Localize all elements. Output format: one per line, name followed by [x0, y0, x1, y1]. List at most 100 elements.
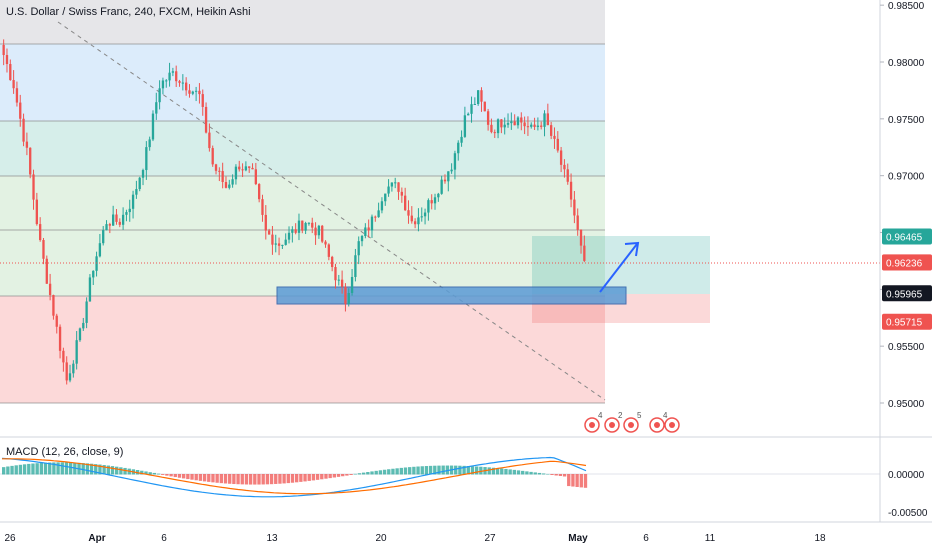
candle-body	[118, 221, 121, 225]
candle-body	[324, 241, 327, 245]
time-tick-label: 20	[375, 533, 387, 544]
macd-histogram-bar	[274, 474, 278, 484]
macd-histogram-bar	[261, 474, 265, 485]
candle-body	[211, 148, 214, 165]
macd-histogram-bar	[85, 463, 90, 475]
candle-body	[397, 182, 400, 192]
candle-body	[188, 90, 191, 94]
candle-body	[105, 224, 108, 231]
candle-body	[403, 195, 407, 211]
candle-body	[530, 124, 533, 127]
candle-body	[78, 328, 82, 341]
macd-histogram-bar	[579, 474, 583, 488]
fib-band	[0, 121, 605, 176]
macd-histogram-bar	[525, 471, 529, 475]
macd-histogram-bar	[236, 474, 240, 485]
macd-histogram-bar	[68, 462, 73, 475]
candle-body	[579, 229, 583, 246]
candle-body	[357, 241, 360, 256]
candle-body	[407, 210, 410, 216]
candle-body	[433, 197, 437, 204]
candle-body	[165, 80, 168, 82]
macd-histogram-bar	[31, 463, 35, 475]
macd-histogram-bar	[567, 474, 571, 487]
event-flag-dot	[654, 422, 660, 428]
macd-histogram-bar	[533, 472, 537, 475]
candle-body	[9, 64, 12, 81]
candle-body	[184, 82, 188, 91]
candle-body	[171, 71, 175, 73]
candle-body	[175, 71, 178, 82]
macd-histogram-bar	[286, 474, 290, 484]
time-tick-label: 13	[266, 533, 278, 544]
macd-histogram-bar	[320, 474, 324, 480]
price-marker-badge	[882, 285, 932, 302]
macd-histogram-bar	[516, 470, 521, 475]
candle-body	[340, 279, 344, 287]
candle-body	[533, 124, 536, 127]
macd-histogram-bar	[491, 467, 496, 475]
candle-body	[25, 141, 29, 148]
candle-body	[321, 225, 324, 242]
time-tick-label: Apr	[88, 533, 105, 544]
candle-body	[29, 147, 32, 175]
candle-body	[540, 125, 543, 127]
candle-body	[490, 124, 493, 133]
candle-body	[384, 193, 387, 202]
candle-body	[569, 181, 573, 200]
macd-histogram-bar	[22, 464, 27, 475]
candle-body	[271, 234, 274, 245]
macd-histogram-bar	[311, 474, 316, 481]
macd-histogram-bar	[202, 474, 207, 482]
macd-histogram-bar	[474, 466, 479, 475]
macd-histogram-bar	[265, 474, 270, 485]
macd-histogram-bar	[395, 468, 399, 475]
candle-body	[573, 199, 576, 216]
price-marker-label: 0.95965	[886, 289, 923, 300]
candle-body	[520, 117, 523, 123]
macd-histogram-bar	[232, 474, 236, 485]
macd-histogram-bar	[378, 470, 383, 475]
macd-histogram-bar	[366, 472, 370, 475]
axis-corner	[882, 524, 922, 550]
candle-body	[496, 119, 500, 134]
macd-histogram-bar	[181, 474, 186, 479]
macd-histogram-bar	[295, 474, 299, 483]
macd-histogram-bar	[529, 471, 533, 475]
candle-body	[583, 245, 586, 261]
macd-histogram-bar	[248, 474, 253, 485]
macd-histogram-bar	[433, 465, 437, 475]
price-tick-label: 0.98000	[888, 58, 925, 69]
macd-histogram-bar	[512, 469, 517, 475]
candle-body	[115, 214, 118, 222]
candle-body	[493, 132, 496, 134]
candle-body	[417, 217, 420, 225]
candle-body	[181, 82, 185, 84]
candle-body	[38, 224, 42, 241]
time-tick-label: 18	[814, 533, 826, 544]
macd-histogram-bar	[466, 466, 470, 475]
macd-line	[1, 456, 587, 498]
candle-body	[201, 94, 204, 107]
candle-body	[400, 191, 404, 196]
macd-histogram-bar	[89, 463, 94, 475]
candle-body	[476, 90, 480, 104]
event-flag-dot	[628, 422, 634, 428]
candle-body	[453, 153, 457, 170]
macd-histogram-bar	[315, 474, 320, 480]
candle-body	[125, 212, 128, 215]
macd-histogram-bar	[98, 464, 102, 475]
event-flag-dot	[589, 422, 595, 428]
macd-histogram-bar	[223, 474, 228, 484]
price-tick-label: 0.95500	[888, 342, 925, 353]
macd-histogram-bar	[282, 474, 286, 484]
macd-tick-label: 0.00000	[888, 470, 925, 481]
macd-histogram-bar	[387, 469, 391, 475]
candle-body	[141, 170, 145, 178]
macd-histogram-bar	[115, 466, 119, 475]
candle-body	[291, 229, 294, 233]
candle-body	[214, 164, 218, 171]
macd-histogram-bar	[374, 470, 378, 475]
candle-body	[151, 113, 155, 140]
